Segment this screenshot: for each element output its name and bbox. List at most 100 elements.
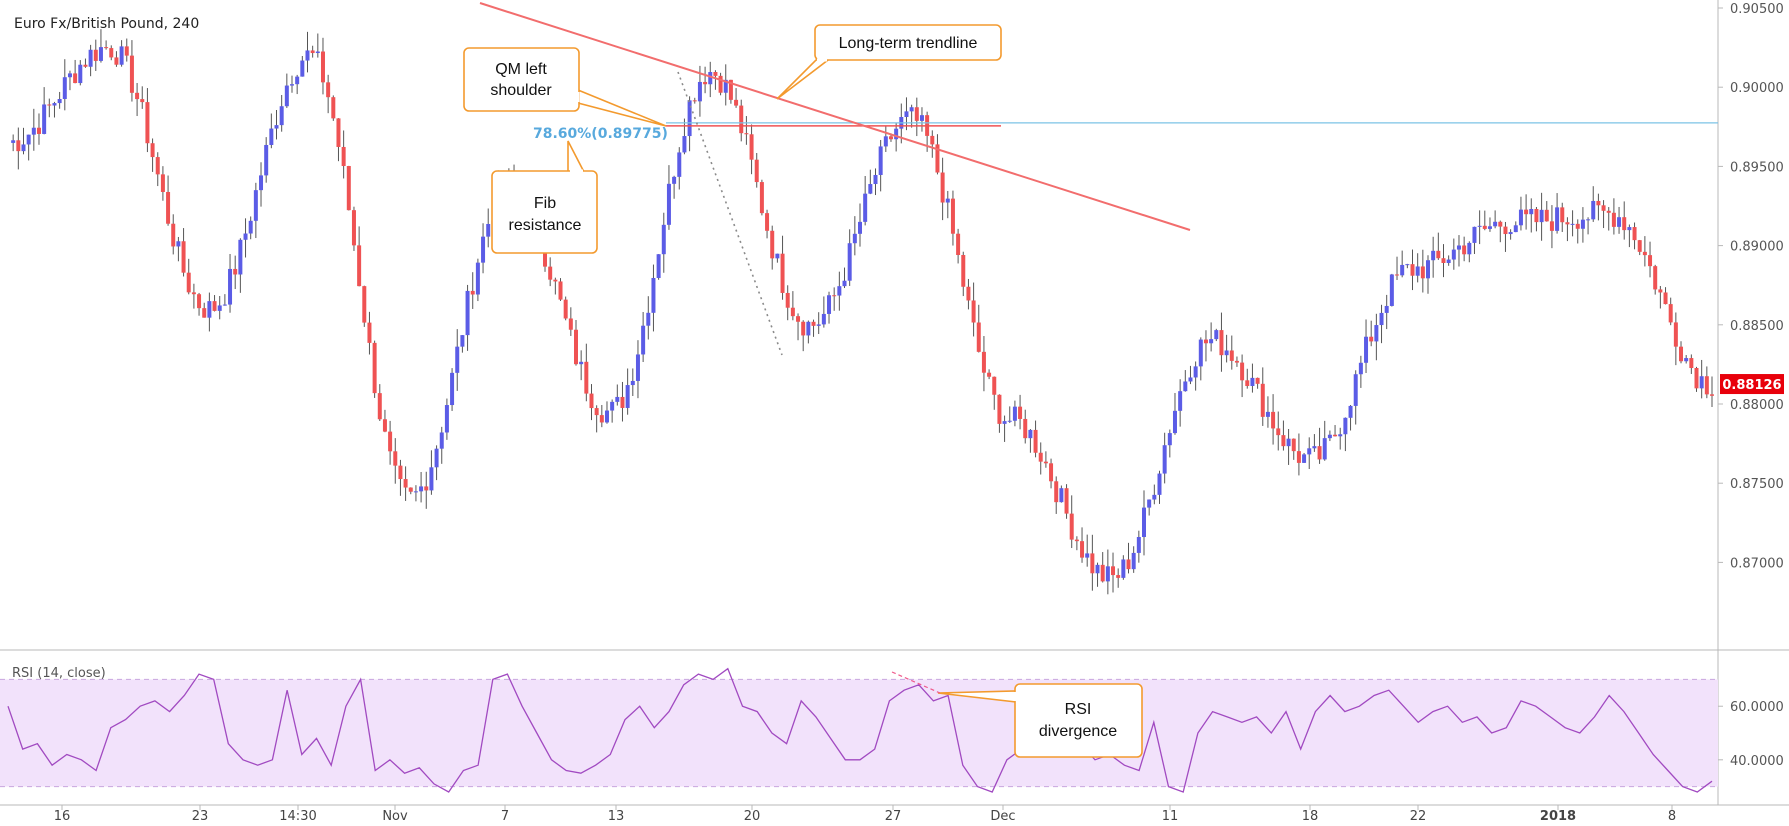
candle-body xyxy=(1410,264,1415,276)
time-tick-label: 27 xyxy=(885,809,902,824)
candle-body xyxy=(1601,205,1606,211)
candle-body xyxy=(754,159,759,183)
candle-body xyxy=(630,380,635,386)
main-plot-area[interactable] xyxy=(0,0,1718,650)
candle-body xyxy=(687,100,692,137)
candle-body xyxy=(1333,434,1338,437)
candle-body xyxy=(367,322,372,343)
candle-body xyxy=(145,102,150,144)
candle-body xyxy=(666,183,671,225)
candle-body xyxy=(1451,249,1456,260)
candle-body xyxy=(1136,537,1141,553)
candle-body xyxy=(599,415,604,423)
candle-body xyxy=(1400,264,1405,276)
candle-body xyxy=(124,46,129,56)
candle-body xyxy=(238,239,243,275)
candle-body xyxy=(1632,227,1637,241)
candle-body xyxy=(47,104,52,106)
candle-body xyxy=(1049,463,1054,482)
candle-body xyxy=(1214,330,1219,340)
candle-body xyxy=(1658,289,1663,293)
candle-body xyxy=(1446,259,1451,263)
candle-body xyxy=(703,81,708,85)
candle-body xyxy=(1544,209,1549,222)
candle-body xyxy=(1580,219,1585,229)
price-tick-label: 0.90000 xyxy=(1730,81,1784,96)
candle-body xyxy=(976,322,981,352)
candle-body xyxy=(579,361,584,365)
rsi-tick-label: 60.0000 xyxy=(1730,700,1784,715)
candle-body xyxy=(1611,212,1616,227)
candle-body xyxy=(847,243,852,281)
candle-body xyxy=(1384,305,1389,313)
candle-body xyxy=(1033,429,1038,453)
candle-body xyxy=(1172,410,1177,434)
candle-body xyxy=(1529,209,1534,215)
candle-body xyxy=(284,85,289,107)
candle-body xyxy=(186,272,191,293)
long-term-trendline[interactable] xyxy=(479,2,1191,231)
candle-body xyxy=(1549,221,1554,231)
candle-body xyxy=(1250,377,1255,386)
candle-body xyxy=(388,431,393,452)
candle-body xyxy=(1229,350,1234,361)
candle-body xyxy=(460,335,465,347)
candle-body xyxy=(444,405,449,433)
candle-body xyxy=(1240,362,1245,381)
candle-body xyxy=(403,479,408,488)
candle-body xyxy=(992,376,997,395)
candle-body xyxy=(1513,225,1518,233)
candle-body xyxy=(202,308,207,318)
candle-body xyxy=(827,295,832,314)
candle-body xyxy=(842,280,847,287)
candle-body xyxy=(858,221,862,234)
candle-body xyxy=(919,115,924,121)
price-tick-label: 0.88500 xyxy=(1730,319,1784,334)
candle-body xyxy=(651,277,656,313)
candle-body xyxy=(656,254,661,278)
candle-body xyxy=(470,290,475,295)
candle-body xyxy=(548,266,553,280)
candle-body xyxy=(734,99,739,106)
candle-body xyxy=(589,393,594,409)
candle-body xyxy=(1673,322,1678,347)
candle-body xyxy=(413,491,418,493)
rsi-line xyxy=(7,667,1713,793)
candle-body xyxy=(1596,200,1601,206)
candle-body xyxy=(677,152,682,177)
time-tick-label: 8 xyxy=(1668,809,1676,824)
candle-body xyxy=(104,47,109,49)
callout-qm-line2: shoulder xyxy=(490,82,552,99)
candle-body xyxy=(16,140,21,152)
candle-body xyxy=(971,300,976,323)
candle-body xyxy=(1498,221,1503,227)
price-tick-label: 0.89500 xyxy=(1730,160,1784,175)
callout-fib-line2: resistance xyxy=(509,217,582,234)
candle-body xyxy=(749,134,754,160)
candle-body xyxy=(439,432,444,449)
candle-body xyxy=(300,60,305,77)
candle-body xyxy=(315,51,320,54)
candle-body xyxy=(320,51,325,83)
candle-body xyxy=(945,198,950,203)
candle-body xyxy=(852,233,857,244)
candle-body xyxy=(1276,428,1281,436)
candle-body xyxy=(1018,406,1023,419)
price-tick-label: 0.88000 xyxy=(1730,398,1784,413)
candle-body xyxy=(790,307,795,317)
candle-body xyxy=(1560,207,1565,223)
candle-body xyxy=(883,136,888,147)
candle-body xyxy=(408,487,413,492)
candle-body xyxy=(1059,488,1064,503)
candle-body xyxy=(171,223,176,247)
candle-body xyxy=(357,245,362,287)
candle-body xyxy=(914,107,919,121)
candle-body xyxy=(62,77,67,100)
candle-body xyxy=(646,312,651,326)
candle-body xyxy=(1116,575,1121,578)
candle-body xyxy=(1699,376,1704,389)
candle-body xyxy=(1606,210,1611,213)
candle-body xyxy=(553,279,558,282)
candle-body xyxy=(1054,481,1059,503)
